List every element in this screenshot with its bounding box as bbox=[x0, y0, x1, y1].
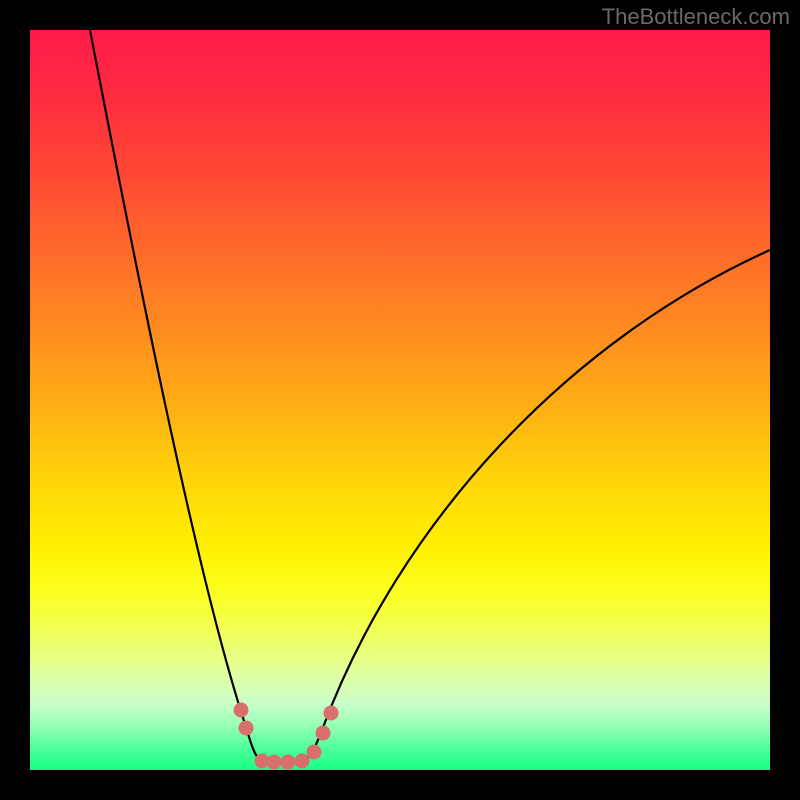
curve-left-branch bbox=[90, 30, 262, 762]
bottleneck-curve bbox=[30, 30, 770, 770]
watermark-text: TheBottleneck.com bbox=[602, 4, 790, 30]
marker-point bbox=[324, 706, 339, 721]
marker-point bbox=[267, 755, 282, 770]
marker-point bbox=[281, 755, 296, 770]
plot-area bbox=[30, 30, 770, 770]
marker-point bbox=[307, 745, 322, 760]
marker-point bbox=[239, 721, 254, 736]
marker-point bbox=[316, 726, 331, 741]
marker-point bbox=[234, 703, 249, 718]
marker-point bbox=[295, 754, 310, 769]
curve-right-branch bbox=[303, 250, 770, 762]
